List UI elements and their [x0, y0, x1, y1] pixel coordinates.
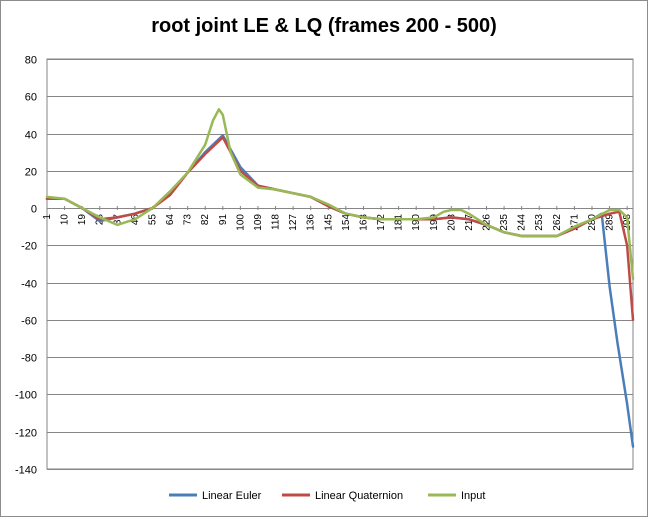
- x-tick-label: 271: [569, 214, 580, 231]
- plot-area: [46, 58, 634, 470]
- x-tick-label: 91: [218, 214, 229, 226]
- legend: Linear Euler Linear Quaternion Input: [169, 490, 485, 502]
- x-tick-label: 208: [446, 214, 457, 231]
- legend-label: Input: [461, 490, 485, 502]
- x-tick-label: 100: [235, 214, 246, 231]
- x-tick-label: 136: [306, 214, 317, 231]
- series-lines: [45, 108, 635, 448]
- x-tick-label: 19: [77, 214, 88, 226]
- x-tick-label: 262: [552, 214, 563, 231]
- x-tick-label: 1: [42, 214, 53, 220]
- x-tick-label: 226: [482, 214, 493, 231]
- x-tick-label: 280: [587, 214, 598, 231]
- x-tick-label: 64: [165, 214, 176, 226]
- x-tick-label: 253: [534, 214, 545, 231]
- x-tick-label: 73: [183, 214, 194, 226]
- legend-label: Linear Quaternion: [315, 490, 403, 502]
- chart-title: root joint LE & LQ (frames 200 - 500): [151, 15, 497, 37]
- x-tick-label: 172: [376, 214, 387, 231]
- y-tick-label: -120: [15, 428, 37, 440]
- x-tick-label: 181: [394, 214, 405, 231]
- x-tick-label: 163: [358, 214, 369, 231]
- x-tick-label: 82: [200, 214, 211, 226]
- x-tick-label: 199: [429, 214, 440, 231]
- y-axis: 80 60 40 20 0 -20 -40 -60 -80 -100 -120 -140: [15, 55, 37, 477]
- y-tick-label: -40: [21, 279, 37, 291]
- y-tick-label: 60: [25, 92, 37, 104]
- gridlines: [46, 58, 634, 470]
- x-tick-label: 244: [517, 214, 528, 231]
- y-tick-label: 20: [25, 167, 37, 179]
- y-tick-label: 80: [25, 55, 37, 67]
- x-tick-label: 235: [499, 214, 510, 231]
- series-line-1: [45, 134, 635, 448]
- x-tick-label: 190: [411, 214, 422, 231]
- y-tick-label: -20: [21, 241, 37, 253]
- y-tick-label: 0: [31, 204, 37, 216]
- x-tick-label: 109: [253, 214, 264, 231]
- x-tick-label: 127: [288, 214, 299, 231]
- y-tick-label: -60: [21, 316, 37, 328]
- y-tick-label: -140: [15, 465, 37, 477]
- x-tick-label: 145: [323, 214, 334, 231]
- y-tick-label: -100: [15, 390, 37, 402]
- series-line-3: [45, 108, 635, 281]
- x-tick-label: 37: [112, 214, 123, 226]
- x-tick-label: 289: [605, 214, 616, 231]
- x-tick-label: 154: [341, 214, 352, 231]
- x-tick-label: 55: [147, 214, 158, 226]
- y-tick-label: 40: [25, 130, 37, 142]
- x-tick-label: 217: [464, 214, 475, 231]
- legend-label: Linear Euler: [202, 490, 262, 502]
- y-tick-label: -80: [21, 353, 37, 365]
- x-tick-label: 118: [271, 214, 282, 230]
- x-tick-label: 10: [60, 214, 71, 226]
